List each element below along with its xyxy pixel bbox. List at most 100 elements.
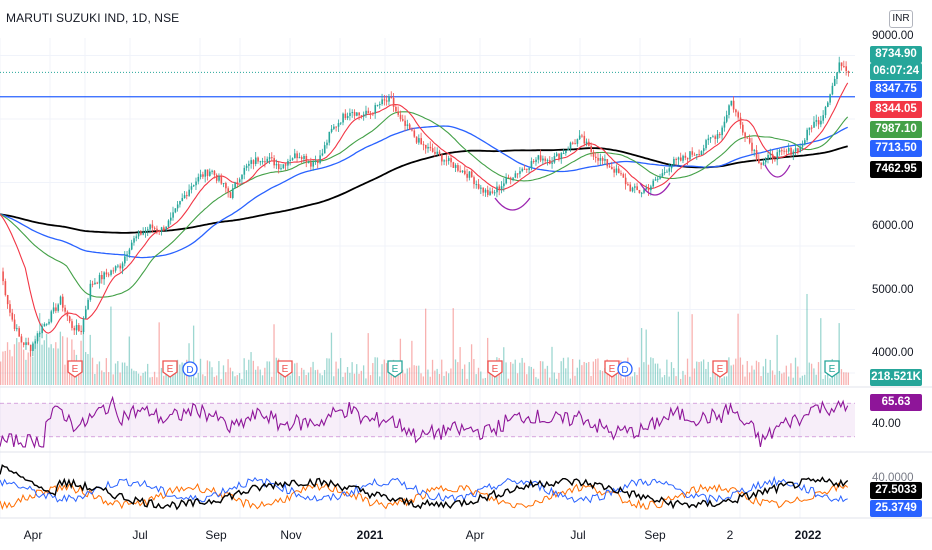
candle [140,231,142,235]
candle [266,158,269,163]
candle [510,177,512,180]
candle [229,192,232,198]
volume-bar [372,363,374,385]
volume-bar [732,364,735,385]
candle [583,135,586,144]
candle [689,151,691,160]
volume-bar [505,362,507,385]
volume-bar [289,375,291,385]
volume-bar [670,362,673,385]
volume-bar [55,342,57,385]
volume-bar [503,347,505,385]
candle [250,160,253,164]
candle [62,296,64,308]
price-tick-9000: 9000.00 [872,30,914,42]
candle [595,156,597,158]
volume-bar [275,357,277,385]
volume-bar [395,371,397,385]
volume-bar [163,375,165,385]
volume-bar [211,367,213,385]
candle [165,226,168,231]
candle [298,157,301,159]
volume-bar [804,374,806,385]
candle [326,142,328,146]
svg-text:E: E [829,364,836,375]
volume-bar [588,361,590,385]
candle [569,142,572,150]
volume-bar [526,374,528,385]
candle [810,127,813,129]
candle [287,160,289,166]
candle [592,151,595,157]
candle [2,271,4,282]
candle [232,188,234,198]
svg-text:E: E [609,364,616,375]
candle [523,168,526,170]
candle [4,281,7,295]
candle [48,321,50,324]
candle [748,138,751,143]
candle [227,188,230,193]
candle [153,227,156,229]
volume-bar [300,367,303,385]
candle [702,148,705,152]
currency-button[interactable]: INR [889,10,913,28]
candle [808,127,811,130]
candle [507,177,510,179]
volume-bar [673,368,675,385]
volume-bar [480,371,482,385]
volume-bar [781,373,783,385]
volume-bar [158,322,160,385]
candle [723,121,726,128]
volume-bar [535,377,537,385]
volume-bar [615,366,617,385]
volume-bar [640,328,643,385]
candle [218,176,220,181]
candle [307,162,310,164]
volume-bar [335,361,337,385]
candle [121,263,124,269]
volume-bar [330,332,333,385]
volume-bar [707,361,709,385]
candle [751,142,753,151]
volume-bar [307,372,310,385]
candle [629,184,632,192]
candle [310,162,312,167]
candle [615,168,618,173]
candle [774,159,776,161]
candle [195,181,197,186]
candle [519,171,521,174]
volume-bar [668,376,670,385]
volume-bar [514,359,516,385]
candle [503,183,505,187]
volume-bar [181,362,183,385]
volume-bar [510,362,512,385]
candle [192,185,195,187]
candle [597,157,599,161]
volume-bar [622,378,624,385]
volume-bar [544,368,546,385]
volume-bar [760,376,762,385]
candle [480,187,482,189]
volume-bar [778,370,781,385]
volume-bar [255,369,257,385]
price-tick-4000: 4000.00 [872,347,914,359]
candle [52,307,55,312]
candle [114,266,117,271]
volume-bar [776,334,778,385]
volume-bar [680,378,682,385]
candle [399,114,402,120]
volume-bar [268,361,271,385]
volume-bar [553,372,555,385]
candle [383,99,386,101]
candle [333,126,335,129]
candle [739,117,742,125]
candle [686,157,689,160]
candle [89,283,92,300]
volume-bar [537,378,539,385]
volume-bar [597,358,599,385]
volume-bar [581,365,583,385]
candle [611,167,613,170]
volume-bar [135,371,137,385]
